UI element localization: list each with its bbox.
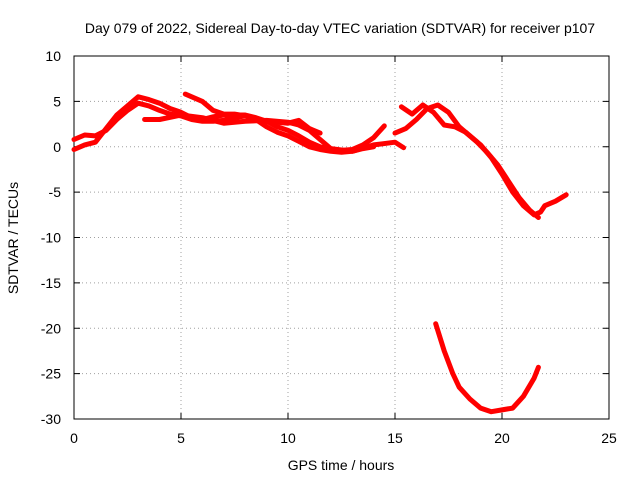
y-axis-label: SDTVAR / TECUs bbox=[5, 182, 21, 294]
series-line-track-2 bbox=[71, 100, 377, 155]
x-tick-label: 20 bbox=[494, 430, 510, 446]
x-axis-label: GPS time / hours bbox=[288, 457, 395, 473]
series-line-track-4 bbox=[182, 91, 323, 136]
x-tick-label: 15 bbox=[387, 430, 403, 446]
x-tick-label: 0 bbox=[70, 430, 78, 446]
series-line-track-5 bbox=[392, 102, 569, 218]
series-line-track-6 bbox=[398, 102, 541, 220]
x-tick-label: 25 bbox=[601, 430, 617, 446]
y-tick-label: -30 bbox=[41, 411, 61, 427]
y-tick-label: 10 bbox=[45, 48, 61, 64]
y-tick-label: -15 bbox=[41, 275, 61, 291]
x-tick-label: 5 bbox=[177, 430, 185, 446]
chart-title: Day 079 of 2022, Sidereal Day-to-day VTE… bbox=[85, 20, 595, 36]
y-tick-label: 5 bbox=[53, 93, 61, 109]
y-tick-label: -5 bbox=[49, 184, 62, 200]
tick-layer: 0 5 10 15 20 25 10 5 0 -5 -10 -15 -20 -25 -30 bbox=[41, 48, 617, 446]
series-layer bbox=[71, 91, 569, 415]
y-tick-label: -25 bbox=[41, 366, 61, 382]
y-tick-label: -20 bbox=[41, 320, 61, 336]
x-tick-label: 10 bbox=[280, 430, 296, 446]
y-tick-label: 0 bbox=[53, 139, 61, 155]
y-tick-label: -10 bbox=[41, 230, 61, 246]
series-line-track-7 bbox=[433, 321, 541, 415]
